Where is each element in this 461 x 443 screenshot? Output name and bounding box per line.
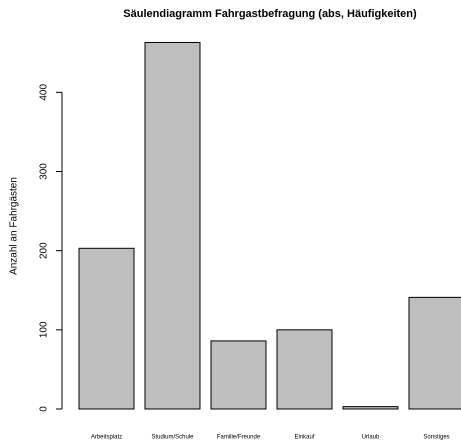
x-tick-label: Arbeitsplatz <box>91 435 122 441</box>
y-tick-label: 300 <box>39 163 50 180</box>
y-tick-label: 200 <box>39 242 50 259</box>
y-tick-label: 0 <box>39 406 50 412</box>
bar <box>144 41 201 410</box>
x-tick-label: Familie/Freunde <box>217 435 261 441</box>
x-tick-label: Sonstiges <box>423 435 449 441</box>
bar <box>342 406 399 410</box>
y-tick-label: 100 <box>39 321 50 338</box>
bar <box>210 340 267 410</box>
bar <box>276 329 333 410</box>
bar <box>408 296 461 410</box>
y-axis-label: Anzahl an Fahrgästen <box>9 177 20 275</box>
y-tick-label: 400 <box>39 84 50 101</box>
x-tick-label: Urlaub <box>362 435 380 441</box>
x-tick-label: Studium/Schule <box>151 435 194 441</box>
x-tick-label: Einkauf <box>294 435 314 441</box>
chart-title: Säulendiagramm Fahrgastbefragung (abs, H… <box>123 8 417 20</box>
bar <box>78 247 135 410</box>
